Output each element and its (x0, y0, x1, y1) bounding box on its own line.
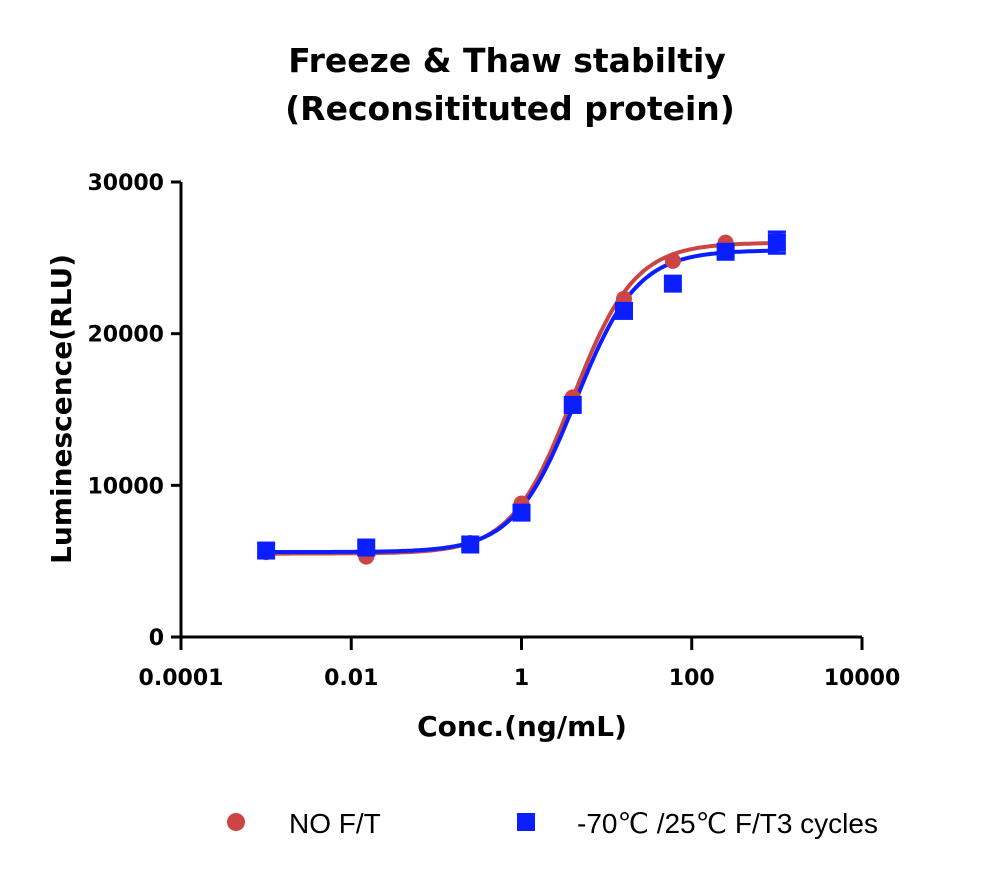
data-point (563, 395, 582, 414)
y-ticks: 0 10000 20000 30000 (87, 171, 181, 651)
plot-area (257, 230, 786, 565)
x-ticks: 0.0001 0.01 1 100 10000 (139, 637, 901, 691)
data-point (615, 301, 634, 320)
y-axis-label: Luminescence(RLU) (45, 254, 78, 564)
x-tick-label: 100 (669, 666, 715, 691)
data-point (257, 541, 276, 560)
x-tick-label: 0.01 (324, 666, 378, 691)
data-point (664, 252, 681, 269)
chart-title-line-2: (Reconsitituted protein) (285, 89, 735, 128)
x-axis-label: Conc.(ng/mL) (417, 710, 627, 743)
series-ft3-cycles (257, 230, 786, 560)
y-tick-label: 0 (149, 626, 164, 651)
x-tick-label: 1 (514, 666, 529, 691)
data-point (461, 535, 480, 554)
data-point (716, 242, 735, 261)
legend-marker-ft3-cycles (517, 813, 535, 831)
data-point (512, 503, 531, 522)
legend-label-no-ft: NO F/T (289, 808, 381, 839)
chart-title-line-1: Freeze & Thaw stabiltiy (288, 41, 726, 80)
y-tick-label: 20000 (87, 323, 164, 348)
data-point (357, 538, 376, 557)
y-tick-label: 30000 (87, 171, 164, 196)
legend-marker-no-ft (227, 813, 245, 831)
x-tick-label: 0.0001 (139, 666, 224, 691)
data-point (663, 274, 682, 293)
x-tick-label: 10000 (824, 666, 901, 691)
data-point (767, 233, 786, 252)
y-tick-label: 10000 (87, 474, 164, 499)
legend-label-ft3-cycles: -70℃ /25℃ F/T3 cycles (577, 808, 878, 839)
legend: NO F/T -70℃ /25℃ F/T3 cycles (227, 808, 878, 839)
